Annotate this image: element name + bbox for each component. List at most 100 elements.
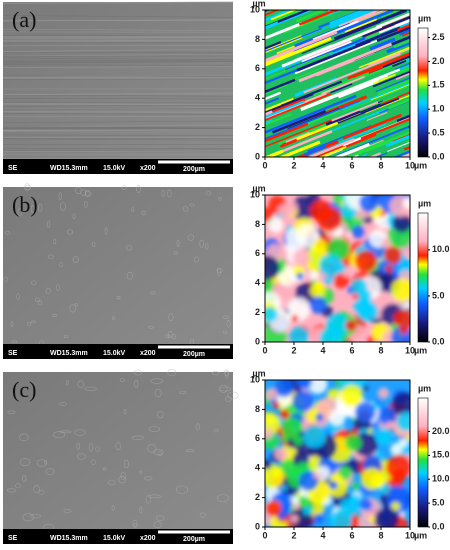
sem-texture — [2, 1, 234, 160]
afm-blob — [383, 292, 393, 301]
sem-particle — [118, 476, 127, 484]
sem-particle — [111, 505, 115, 511]
afm-streak — [389, 122, 410, 133]
colorbar-tick-label: 5.0 — [432, 497, 445, 507]
colorbar-unit: µm — [418, 13, 431, 23]
afm-streak — [283, 11, 334, 34]
afm-blob — [370, 474, 385, 489]
afm-streak — [265, 113, 292, 126]
afm-streak — [303, 145, 327, 157]
y-unit: µm — [252, 368, 265, 378]
afm-streak — [394, 18, 410, 28]
afm-streak — [372, 70, 410, 88]
afm-blob — [308, 380, 328, 394]
afm-blob — [315, 413, 324, 422]
sem-streak — [2, 2, 234, 4]
sem-detector: SE — [8, 165, 18, 172]
sem-scale: 200µm — [183, 536, 205, 543]
sem-particle — [205, 242, 209, 250]
afm-streak — [265, 12, 267, 15]
afm-streak — [265, 122, 309, 143]
afm-blob — [281, 435, 289, 443]
afm-blob — [390, 443, 403, 456]
afm-streak — [303, 52, 401, 94]
afm-streak — [265, 27, 323, 52]
afm-streak — [325, 97, 400, 129]
x-tick-label: 4 — [320, 160, 325, 170]
sem-particle — [176, 239, 180, 247]
sem-streak — [2, 97, 234, 100]
sem-particle — [147, 444, 157, 453]
sem-image — [3, 187, 233, 359]
sem-wd: WD15.3mm — [50, 165, 88, 172]
colorbar-tick-label: 2.5 — [432, 32, 445, 42]
y-tick-label: 4 — [255, 93, 260, 103]
afm-streak — [284, 37, 366, 72]
sem-particle — [224, 396, 232, 402]
afm-blob — [375, 451, 384, 459]
sem-particle — [226, 320, 231, 328]
afm-blob — [313, 238, 328, 254]
afm-streak — [278, 140, 321, 157]
afm-blob — [374, 507, 399, 527]
sem-texture — [7, 369, 239, 532]
afm-streak — [312, 20, 359, 41]
sem-particle — [74, 303, 78, 307]
sem-particle — [16, 293, 20, 300]
sem-voltage: 15.0kV — [103, 350, 126, 357]
sem-particle — [24, 185, 32, 190]
sem-particle — [47, 254, 54, 260]
sem-particle — [167, 189, 172, 198]
x-tick-label: 4 — [320, 530, 325, 540]
afm-blob — [366, 335, 375, 342]
sem-particle — [167, 331, 173, 338]
afm-streak — [265, 100, 305, 119]
colorbar-tick-label: 1.5 — [432, 80, 445, 90]
sem-image — [3, 372, 233, 544]
sem-particle — [33, 485, 40, 494]
sem-particle — [72, 213, 76, 220]
colorbar-tick-label: 10.0 — [432, 244, 450, 254]
sem-particle — [21, 475, 27, 482]
scale-bar — [158, 345, 230, 349]
afm-map — [265, 10, 410, 157]
afm-blob — [284, 243, 294, 252]
x-unit: µm — [414, 530, 427, 540]
afm-streak — [265, 130, 333, 157]
sem-particle — [175, 485, 189, 494]
afm-blob — [319, 326, 343, 342]
afm-blobs — [265, 195, 410, 342]
sem-particle — [224, 370, 229, 379]
sem-particle — [134, 369, 142, 376]
sem-particle — [7, 410, 16, 414]
x-tick-label: 4 — [320, 345, 325, 355]
colorbar-tick-label: 10.0 — [432, 474, 450, 484]
afm-blob — [383, 246, 402, 265]
sem-magnification: x200 — [140, 350, 156, 357]
sem-particle — [133, 522, 138, 528]
afm-blob — [359, 195, 379, 213]
afm-streak — [366, 111, 388, 121]
sem-particle — [22, 513, 34, 522]
sem-particle — [72, 256, 79, 263]
afm-streak — [358, 46, 410, 69]
sem-wd: WD15.3mm — [50, 535, 88, 542]
sem-particle — [187, 234, 195, 241]
afm-streak — [359, 95, 398, 112]
sem-particle — [199, 512, 206, 518]
y-tick-label: 8 — [255, 219, 260, 229]
afm-streak — [309, 138, 355, 157]
sem-streak — [2, 113, 234, 115]
afm-streak — [396, 114, 410, 123]
sem-streak — [2, 108, 234, 110]
afm-streak — [372, 73, 396, 85]
sem-streak — [2, 126, 234, 128]
afm-streak — [380, 91, 410, 105]
afm-streak — [333, 10, 410, 41]
afm-blob — [268, 217, 284, 233]
sem-particle — [126, 245, 133, 251]
afm-streak — [296, 121, 339, 141]
sem-wd: WD15.3mm — [50, 350, 88, 357]
sem-particle — [55, 284, 60, 292]
sem-streak — [2, 45, 234, 47]
